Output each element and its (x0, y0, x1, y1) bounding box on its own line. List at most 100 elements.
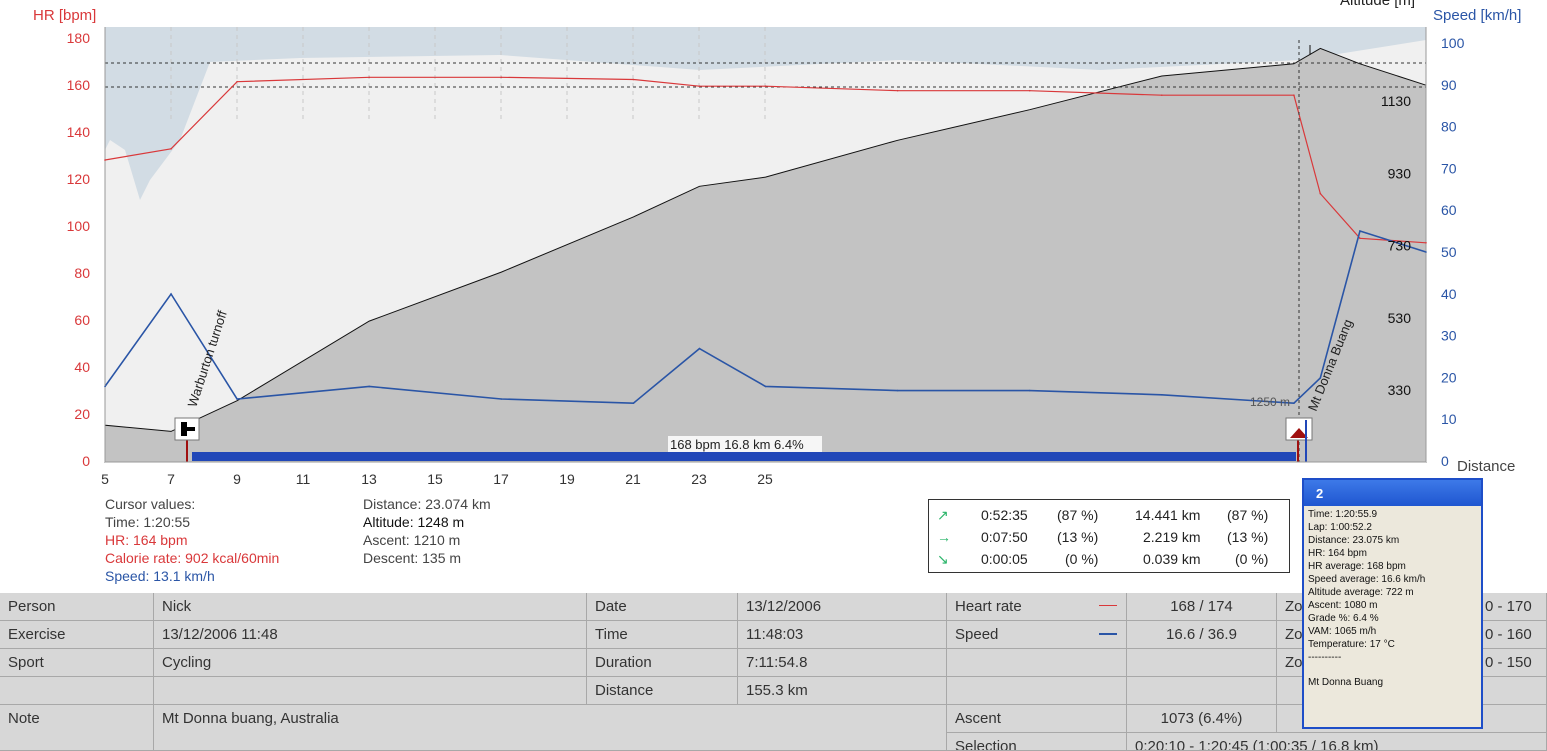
speed-tick-label: 20 (1441, 369, 1457, 385)
speed-point (896, 389, 899, 392)
cursor-ascent: Ascent: 1210 m (363, 532, 461, 548)
summary-row-up: ↗ 0:52:35 (87 %) 14.441 km (87 %) (929, 504, 1289, 526)
zone-1-range: 0 - 170 (1485, 598, 1532, 615)
lap-info-popup[interactable]: 2 Time: 1:20:55.9 Lap: 1:00:52.2 Distance:… (1302, 478, 1483, 729)
sport-value[interactable]: Cycling (154, 649, 587, 677)
summary-dist: 0.039 km (1143, 551, 1201, 567)
speed-label-text: Speed (955, 626, 999, 643)
cursor-time: Time: 1:20:55 (105, 514, 191, 530)
sport-label: Sport (0, 649, 154, 677)
popup-line: HR average: 168 bpm (1308, 561, 1406, 572)
person-value[interactable]: Nick (154, 593, 587, 621)
popup-line: Ascent: 1080 m (1308, 600, 1378, 611)
x-tick-label: 23 (691, 471, 707, 487)
speed-point (500, 398, 503, 400)
hr-tick-label: 160 (67, 77, 91, 93)
speed-point (104, 385, 106, 388)
empty-cell (947, 649, 1127, 677)
flat-icon: → (937, 529, 951, 545)
popup-line: Speed average: 16.6 km/h (1308, 574, 1426, 585)
popup-line: HR: 164 bpm (1308, 548, 1367, 559)
x-tick-label: 11 (296, 471, 311, 487)
popup-title[interactable]: 2 (1304, 480, 1481, 506)
empty-cell (0, 677, 154, 705)
altitude-tick-label: 730 (1388, 238, 1412, 254)
exercise-value[interactable]: 13/12/2006 11:48 (154, 621, 587, 649)
hr-point (170, 148, 172, 150)
hr-point (104, 159, 106, 161)
speed-point (1359, 230, 1361, 232)
heart-rate-label-text: Heart rate (955, 598, 1022, 615)
hr-axis-title: HR [bpm] (33, 7, 96, 24)
hr-point (1319, 192, 1322, 195)
summary-row-flat: → 0:07:50 (13 %) 2.219 km (13 %) (929, 526, 1289, 548)
speed-tick-label: 30 (1441, 328, 1457, 344)
cursor-heading: Cursor values: (105, 496, 196, 512)
date-label: Date (587, 593, 738, 621)
ascent-label: Ascent (947, 705, 1127, 733)
heart-rate-value: 168 / 174 (1127, 593, 1277, 621)
altitude-tick-label: 1130 (1381, 93, 1411, 109)
speed-axis-title: Speed [km/h] (1433, 7, 1521, 24)
x-tick-label: 15 (427, 471, 443, 487)
duration-label: Duration (587, 649, 738, 677)
x-tick-label: 13 (361, 471, 377, 487)
time-value[interactable]: 11:48:03 (738, 621, 947, 649)
grade-summary-box: ↗ 0:52:35 (87 %) 14.441 km (87 %) → 0:07… (928, 499, 1290, 573)
speed-point (1293, 402, 1295, 405)
altitude-axis-title: Altitude [m] (1340, 0, 1415, 9)
cursor-distance: Distance: 23.074 km (363, 496, 491, 512)
speed-point (1319, 377, 1322, 379)
speed-label: Speed (947, 621, 1127, 649)
speed-tick-label: 40 (1441, 286, 1457, 302)
cursor-descent: Descent: 135 m (363, 550, 462, 566)
hr-tick-label: 100 (67, 218, 91, 234)
summary-dist: 2.219 km (1143, 529, 1201, 545)
popup-line: Time: 1:20:55.9 (1308, 509, 1378, 520)
hr-tick-label: 40 (74, 359, 90, 375)
selection-label-bg (668, 436, 822, 452)
hr-point (1293, 94, 1295, 96)
x-tick-label: 19 (559, 471, 575, 487)
time-label: Time (587, 621, 738, 649)
hr-point (1425, 241, 1427, 244)
zone-1-label: Zo (1285, 598, 1303, 615)
date-value[interactable]: 13/12/2006 (738, 593, 947, 621)
popup-line: Lap: 1:00:52.2 (1308, 522, 1372, 533)
x-tick-label: 7 (167, 471, 175, 487)
summary-dpct: (13 %) (1227, 529, 1269, 545)
x-tick-label: 17 (493, 471, 509, 487)
heart-rate-label: Heart rate (947, 593, 1127, 621)
note-label: Note (0, 705, 154, 751)
selection-bar[interactable] (192, 452, 1296, 461)
hr-point (632, 78, 635, 81)
cursor-speed: Speed: 13.1 km/h (105, 568, 215, 584)
hr-tick-label: 20 (74, 406, 90, 422)
zone-2-range: 0 - 160 (1485, 626, 1532, 643)
empty-cell (1127, 677, 1277, 705)
x-tick-label: 5 (101, 471, 109, 487)
downhill-icon: ↘ (937, 551, 949, 567)
speed-tick-label: 90 (1441, 77, 1457, 93)
cursor-calorie: Calorie rate: 902 kcal/60min (105, 550, 280, 566)
chart-area[interactable]: 168 bpm 16.8 km 6.4% Warburton turnoff M… (0, 0, 1547, 500)
hr-tick-label: 0 (82, 453, 90, 469)
distance-axis-title: Distance (1457, 458, 1515, 475)
ascent-value: 1073 (6.4%) (1127, 705, 1277, 733)
zone-3-range: 0 - 150 (1485, 654, 1532, 671)
speed-point (170, 293, 172, 295)
hr-point (500, 76, 503, 79)
hr-tick-label: 80 (74, 265, 90, 281)
summary-time: 0:07:50 (981, 529, 1028, 545)
hr-tick-label: 180 (67, 30, 91, 46)
summary-pct: (0 %) (1065, 551, 1099, 567)
zone-2-label: Zo (1285, 626, 1303, 643)
popup-lines: Time: 1:20:55.9 Lap: 1:00:52.2 Distance: 2… (1304, 506, 1481, 689)
zone-3-label: Zo (1285, 654, 1303, 671)
hr-tick-label: 120 (67, 171, 91, 187)
speed-point (1028, 389, 1031, 392)
hr-legend-swatch (1099, 605, 1117, 606)
summary-pct: (13 %) (1057, 529, 1099, 545)
altitude-tick-label: 530 (1388, 310, 1412, 326)
note-value[interactable]: Mt Donna buang, Australia (154, 705, 947, 751)
